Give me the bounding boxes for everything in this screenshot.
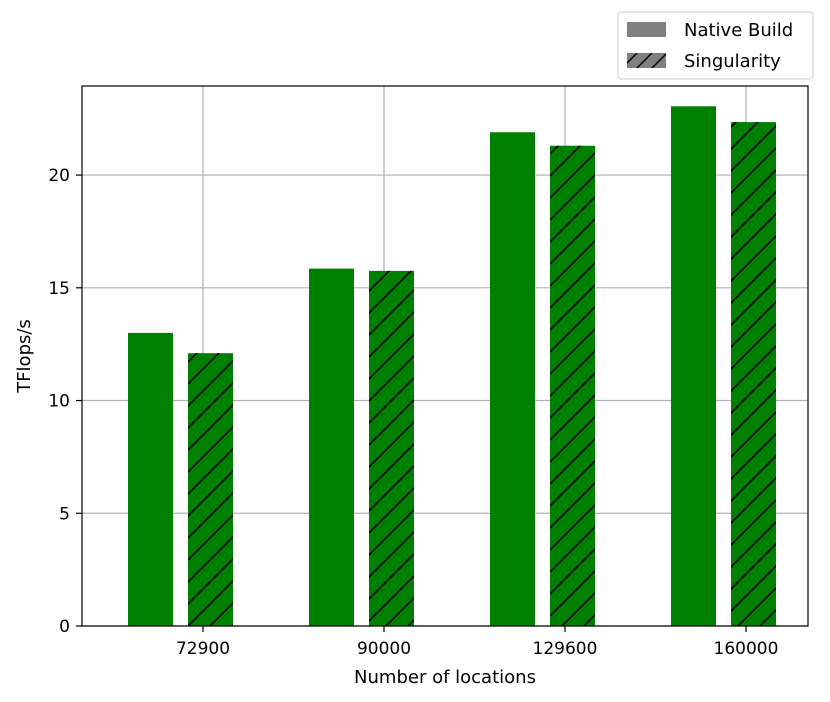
bar-hatch-singularity <box>731 122 776 626</box>
y-axis-ticks: 0 5 10 15 20 <box>48 166 82 637</box>
bars <box>128 106 776 626</box>
y-tick-label: 10 <box>48 392 70 412</box>
x-axis-label: Number of locations <box>354 667 536 688</box>
legend-label-singularity: Singularity <box>684 51 781 72</box>
bar-native-build <box>128 332 173 626</box>
bar-hatch-singularity <box>369 270 414 626</box>
y-tick-label: 5 <box>59 504 70 524</box>
x-tick-label: 90000 <box>357 639 411 659</box>
bar-native-build <box>490 132 535 626</box>
legend: Native Build Singularity <box>617 11 814 80</box>
y-axis-label: TFlops/s <box>14 319 35 394</box>
legend-swatch-singularity-hatch <box>627 53 666 68</box>
plot-frame <box>81 85 809 627</box>
x-tick-label: 129600 <box>533 639 598 659</box>
x-tick-label: 160000 <box>714 639 779 659</box>
x-axis-ticks: 72900 90000 129600 160000 <box>176 626 779 659</box>
legend-swatch-native-build <box>627 22 666 37</box>
y-tick-label: 20 <box>48 166 70 186</box>
y-tick-label: 0 <box>59 617 70 637</box>
legend-box <box>617 11 814 80</box>
y-tick-label: 15 <box>48 279 70 299</box>
bar-hatch-singularity <box>188 353 233 626</box>
bar-native-build <box>671 106 716 626</box>
legend-label-native-build: Native Build <box>684 20 793 41</box>
bar-native-build <box>309 268 354 626</box>
bar-hatch-singularity <box>550 145 595 626</box>
x-tick-label: 72900 <box>176 639 230 659</box>
